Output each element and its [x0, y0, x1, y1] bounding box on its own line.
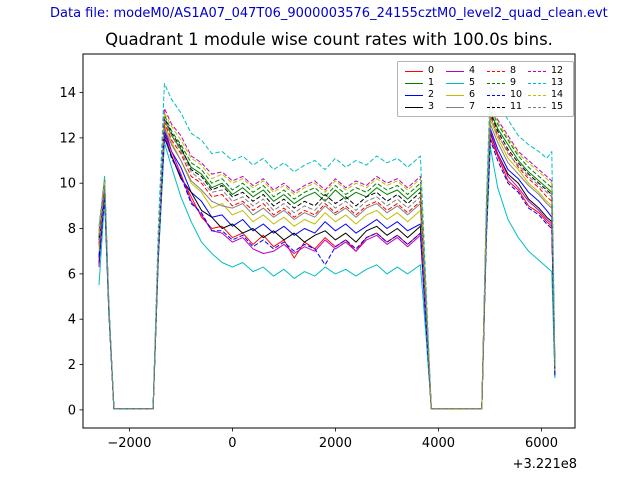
legend-line-sample [487, 94, 505, 96]
legend-item-label: 5 [469, 77, 476, 89]
legend-line-sample [487, 70, 505, 72]
series-line-15 [98, 117, 556, 410]
legend-item: 6 [446, 89, 487, 101]
legend-item-label: 12 [551, 65, 564, 77]
legend-item: 13 [528, 77, 569, 89]
legend-item: 8 [487, 65, 528, 77]
legend-item-label: 6 [469, 89, 476, 101]
legend-item: 5 [446, 77, 487, 89]
legend-line-sample [446, 82, 464, 84]
series-line-5 [98, 141, 556, 410]
legend-line-sample [487, 106, 505, 108]
legend-item-label: 9 [510, 77, 517, 89]
series-line-0 [98, 132, 556, 410]
legend-item-label: 14 [551, 89, 564, 101]
y-tick-label: 12 [59, 131, 76, 146]
legend-item: 7 [446, 101, 487, 113]
legend-item: 4 [446, 65, 487, 77]
legend-line-sample [446, 106, 464, 108]
legend-item: 2 [405, 89, 446, 101]
legend-item: 14 [528, 89, 569, 101]
legend-item-label: 10 [510, 89, 523, 101]
chart-title: Quadrant 1 module wise count rates with … [105, 30, 553, 49]
legend-item: 10 [487, 89, 528, 101]
legend-line-sample [405, 70, 423, 72]
legend-item: 12 [528, 65, 569, 77]
legend-line-sample [405, 94, 423, 96]
series-line-1 [98, 110, 556, 410]
legend-item-label: 8 [510, 65, 517, 77]
y-tick-label: 2 [68, 358, 76, 373]
x-tick-label: −2000 [107, 436, 151, 451]
y-tick-label: 8 [68, 222, 76, 237]
series-line-2 [98, 128, 556, 410]
legend-item-label: 11 [510, 101, 523, 113]
legend-line-sample [528, 94, 546, 96]
legend-item-label: 0 [428, 65, 435, 77]
x-tick-label: 4000 [422, 436, 455, 451]
legend-line-sample [446, 70, 464, 72]
series-line-11 [98, 112, 556, 410]
legend-line-sample [528, 82, 546, 84]
legend-line-sample [405, 106, 423, 108]
y-tick-label: 6 [68, 267, 76, 282]
legend-item: 9 [487, 77, 528, 89]
x-tick-label: 0 [228, 436, 236, 451]
legend-item: 1 [405, 77, 446, 89]
series-line-10 [98, 135, 556, 410]
series-line-12 [98, 101, 556, 410]
series-line-3 [98, 132, 556, 410]
x-axis-offset-label: +3.221e8 [513, 457, 577, 472]
series-line-7 [98, 123, 556, 410]
legend-item-label: 15 [551, 101, 564, 113]
legend-line-sample [446, 94, 464, 96]
series-line-8 [98, 114, 556, 410]
data-file-label: Data file: modeM0/AS1A07_047T06_90000035… [50, 6, 608, 21]
legend-item-label: 2 [428, 89, 435, 101]
series-line-4 [98, 126, 556, 410]
legend-line-sample [528, 70, 546, 72]
x-tick-label: 6000 [525, 436, 558, 451]
legend-item-label: 1 [428, 77, 435, 89]
y-tick-label: 0 [68, 403, 76, 418]
series-line-13 [98, 83, 556, 410]
series-line-6 [98, 119, 556, 410]
legend-item: 11 [487, 101, 528, 113]
x-tick-label: 2000 [319, 436, 352, 451]
legend-item: 15 [528, 101, 569, 113]
axes-frame [82, 53, 576, 429]
legend-item-label: 3 [428, 101, 435, 113]
series-line-9 [98, 105, 556, 410]
legend-item-label: 4 [469, 65, 476, 77]
legend: 0 1 2 3 4 5 6 7 8 9 10 11 12 13 14 15 [397, 61, 574, 117]
legend-item: 0 [405, 65, 446, 77]
y-tick-label: 4 [68, 313, 76, 328]
y-tick-label: 10 [59, 177, 76, 192]
legend-item: 3 [405, 101, 446, 113]
legend-line-sample [528, 106, 546, 108]
legend-item-label: 13 [551, 77, 564, 89]
y-tick-label: 14 [59, 86, 76, 101]
legend-line-sample [487, 82, 505, 84]
legend-item-label: 7 [469, 101, 476, 113]
legend-line-sample [405, 82, 423, 84]
